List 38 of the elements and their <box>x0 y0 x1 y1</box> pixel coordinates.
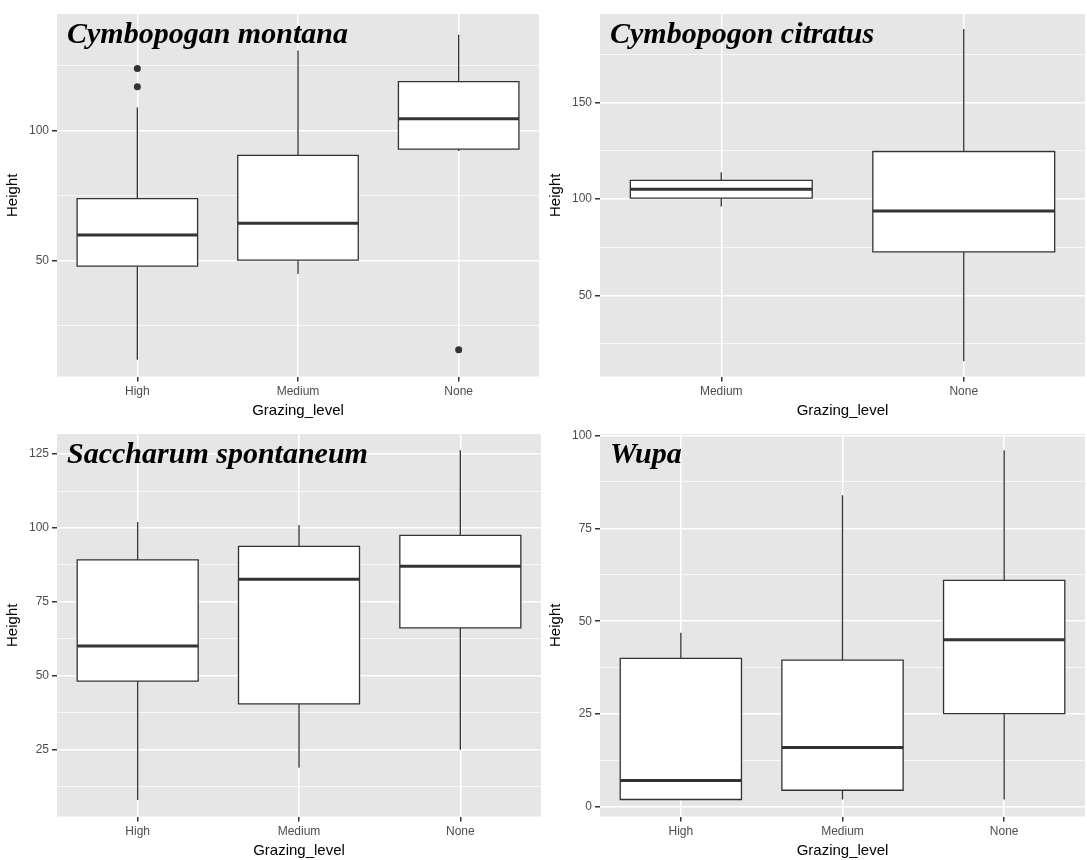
chart-title: Wupa <box>610 435 682 469</box>
x-tick-label: High <box>125 384 150 399</box>
x-tick-label: Medium <box>276 384 320 399</box>
chart-title: Cymbopogon citratus <box>610 15 875 49</box>
y-tick-label: 150 <box>571 95 593 110</box>
x-tick-label: Medium <box>699 384 743 399</box>
x-axis-title: Grazing_level <box>252 401 344 419</box>
x-tick-label: None <box>989 824 1019 839</box>
y-tick-label: 100 <box>571 427 593 442</box>
y-tick-label: 75 <box>578 520 593 535</box>
y-tick-label: 125 <box>28 446 50 461</box>
x-axis-title: Grazing_level <box>253 841 345 859</box>
y-axis-title: Height <box>3 602 21 647</box>
y-axis-title: Height <box>3 172 21 217</box>
y-tick-label: 25 <box>35 742 50 757</box>
y-tick-label: 50 <box>578 287 593 302</box>
x-tick-label: High <box>125 824 151 839</box>
chart-title: Cymbopogan montana <box>67 15 348 49</box>
chart-title: Saccharum spontaneum <box>67 435 368 469</box>
x-tick-label: None <box>949 384 979 399</box>
y-tick-label: 50 <box>578 613 593 628</box>
y-axis-title: Height <box>546 172 564 217</box>
y-tick-label: 100 <box>28 123 50 138</box>
x-tick-label: None <box>444 384 474 399</box>
y-tick-label: 100 <box>28 520 50 535</box>
x-tick-label: Medium <box>821 824 864 839</box>
y-tick-label: 50 <box>35 668 50 683</box>
x-axis-title: Grazing_level <box>796 401 889 419</box>
y-tick-label: 75 <box>35 594 50 609</box>
x-axis-title: Grazing_level <box>796 841 889 859</box>
y-tick-label: 0 <box>585 799 593 814</box>
y-tick-label: 100 <box>571 191 593 206</box>
x-tick-label: None <box>445 824 476 839</box>
y-tick-label: 50 <box>35 253 50 268</box>
x-tick-label: High <box>668 824 694 839</box>
y-tick-label: 25 <box>578 706 593 721</box>
x-tick-label: Medium <box>277 824 321 839</box>
y-axis-title: Height <box>546 602 564 647</box>
